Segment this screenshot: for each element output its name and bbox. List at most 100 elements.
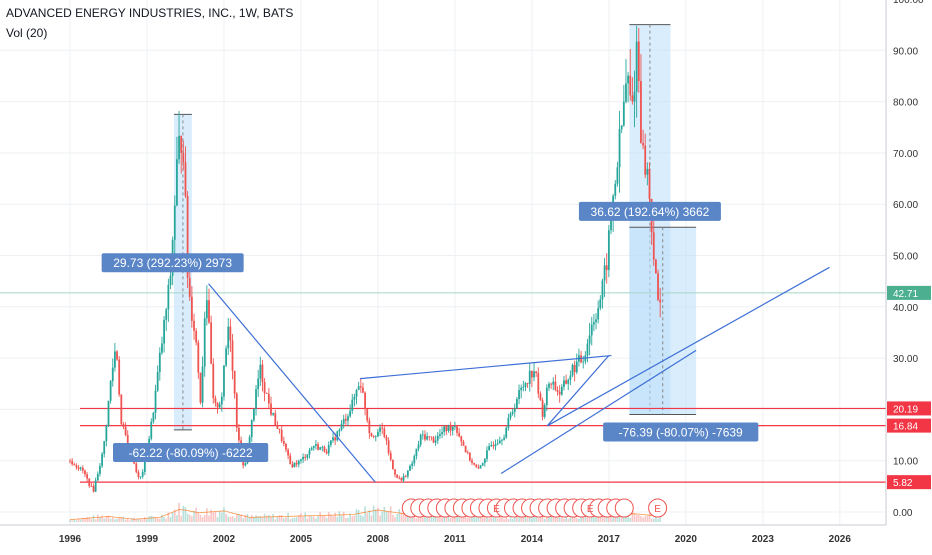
candle-body <box>494 444 497 447</box>
volume-bar <box>466 517 469 522</box>
candle-body <box>79 467 82 469</box>
candle-body <box>126 435 129 445</box>
volume-bar <box>129 520 131 522</box>
candle-body <box>590 324 593 336</box>
candle-body <box>413 456 416 464</box>
volume-bar <box>473 515 475 522</box>
candle-body <box>409 465 411 471</box>
y-tick-label: 90.00 <box>893 46 918 57</box>
volume-bar <box>79 519 82 522</box>
volume-bar <box>535 515 537 522</box>
candle-body <box>516 398 518 409</box>
volume-bar <box>648 513 651 522</box>
volume-bar <box>173 509 176 522</box>
candle-body <box>120 394 123 425</box>
candle-body <box>481 463 484 466</box>
volume-bar <box>597 516 599 522</box>
volume-bar <box>206 508 208 522</box>
volume-bar <box>139 518 142 522</box>
candle-body <box>618 129 621 168</box>
volume-bar <box>84 518 86 522</box>
candle-body <box>265 393 268 394</box>
volume-bar <box>321 515 324 522</box>
earnings-marker[interactable] <box>614 498 634 518</box>
volume-bar <box>221 512 223 522</box>
earnings-marker[interactable] <box>648 498 668 518</box>
candle-body <box>601 280 604 300</box>
volume-bar <box>135 519 138 522</box>
candle-body <box>640 81 642 143</box>
volume-bar <box>580 513 582 522</box>
candle-body <box>257 378 260 390</box>
volume-bar <box>351 516 354 522</box>
candle-body <box>451 426 454 431</box>
candle-body <box>533 371 535 378</box>
volume-bar <box>325 517 328 522</box>
candle-body <box>462 441 465 446</box>
candle-body <box>449 425 452 431</box>
candle-body <box>498 440 501 444</box>
volume-bar <box>248 517 251 522</box>
candle-body <box>627 75 630 84</box>
volume-bar <box>289 519 292 522</box>
volume-bar <box>413 513 416 522</box>
x-tick-label: 2008 <box>367 534 390 545</box>
candle-body <box>122 424 125 427</box>
volume-bar <box>120 517 123 522</box>
candle-body <box>111 367 114 382</box>
candle-body <box>631 95 634 102</box>
x-tick-label: 2011 <box>444 534 466 545</box>
candle-body <box>541 400 544 417</box>
volume-bar <box>103 518 106 522</box>
candle-body <box>374 436 377 438</box>
volume-bar <box>443 514 446 522</box>
candle-body <box>77 467 80 469</box>
candle-body <box>285 443 287 450</box>
candle-body <box>214 398 217 403</box>
volume-bar <box>642 517 644 522</box>
volume-bar <box>563 518 565 522</box>
candle-body <box>417 444 420 449</box>
candle-body <box>101 453 103 466</box>
candle-body <box>518 390 520 399</box>
volume-bar <box>428 516 431 522</box>
candle-body <box>468 452 471 461</box>
candle-body <box>182 152 185 163</box>
candle-body <box>231 340 234 371</box>
volume-bar <box>364 506 366 522</box>
candle-body <box>252 408 255 421</box>
candle-body <box>306 454 309 458</box>
candle-body <box>652 232 655 260</box>
candle-body <box>325 451 328 454</box>
volume-bar <box>490 516 493 522</box>
candle-body <box>359 386 362 388</box>
volume-bar <box>633 513 636 522</box>
candle-body <box>184 162 187 196</box>
volume-bar <box>374 509 377 522</box>
volume-bar <box>203 514 206 522</box>
volume-bar <box>161 514 163 522</box>
volume-bar <box>191 516 193 522</box>
y-tick-label: 70.00 <box>893 149 918 160</box>
volume-bar <box>148 516 150 522</box>
candle-body <box>351 399 354 411</box>
volume-bar <box>655 516 657 522</box>
candle-body <box>597 308 600 320</box>
candle-body <box>278 428 281 430</box>
candle-body <box>329 440 332 446</box>
volume-bar <box>287 512 289 522</box>
volume-bar <box>165 518 168 522</box>
volume-bar <box>122 516 125 522</box>
y-tick-label: 100.00 <box>893 0 924 6</box>
volume-bar <box>193 510 195 522</box>
x-tick-label: 2020 <box>675 534 698 545</box>
volume-bar <box>315 518 317 522</box>
candle-body <box>300 459 302 461</box>
volume-bar <box>486 516 488 522</box>
candle-body <box>340 423 343 430</box>
level-price-tag-background <box>887 418 931 433</box>
volume-bar <box>159 518 161 522</box>
current-price-tag-background <box>887 285 931 300</box>
